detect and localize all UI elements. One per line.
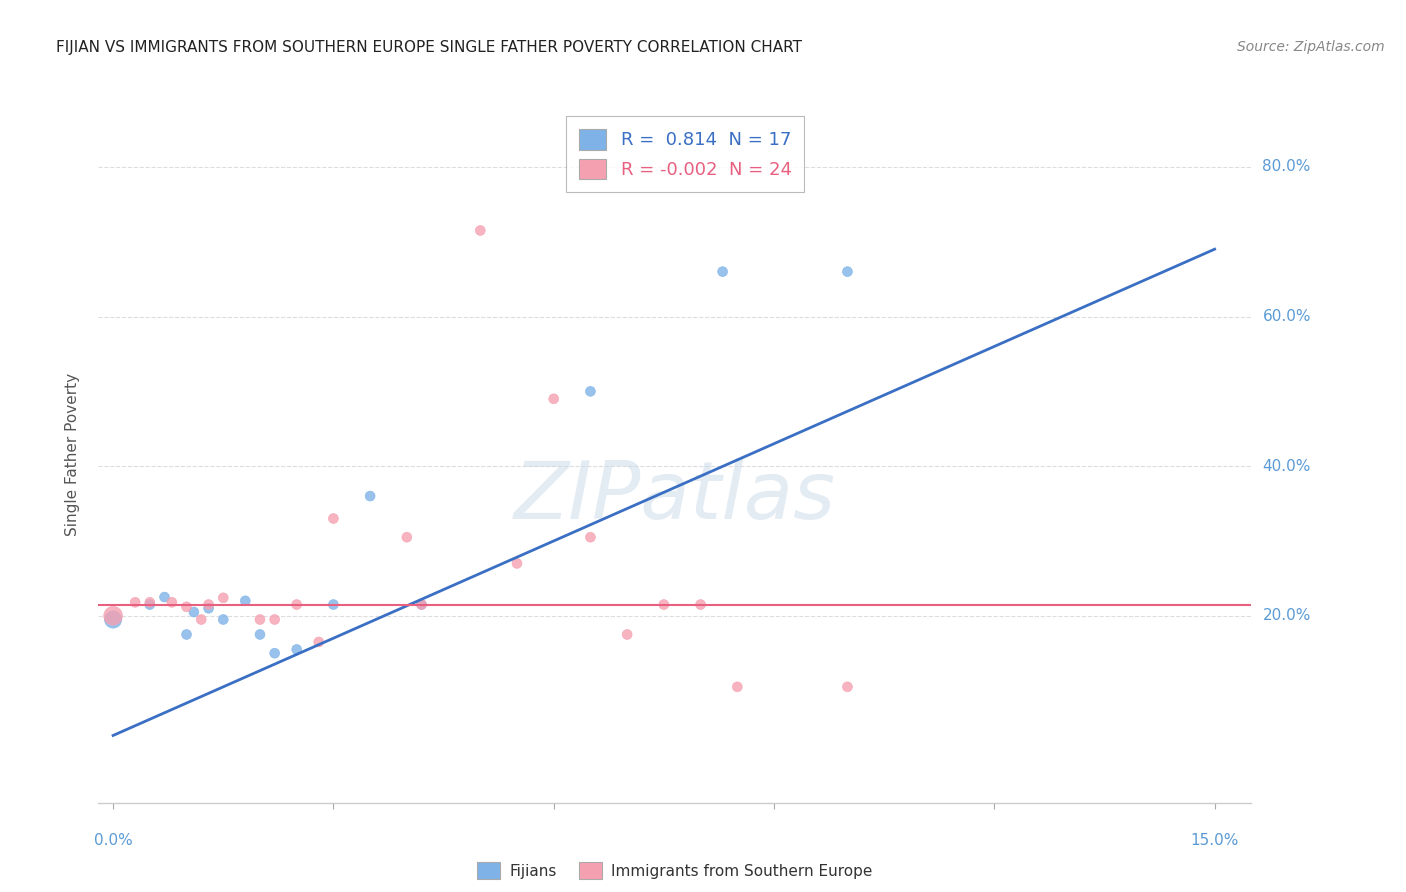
Point [579,384,602,399]
Point [176,599,198,614]
Point [139,595,162,609]
Point [322,511,344,525]
Point [285,598,308,612]
Point [725,680,748,694]
Text: ZIPatlas: ZIPatlas [513,458,837,536]
Point [652,598,675,612]
Point [233,594,256,608]
Point [197,598,219,612]
Point [197,601,219,615]
Point [837,265,859,279]
Point [308,635,330,649]
Point [837,680,859,694]
Point [160,595,183,609]
Point [139,598,162,612]
Point [543,392,565,406]
Point [411,598,433,612]
Text: 20.0%: 20.0% [1263,608,1310,624]
Point [285,642,308,657]
Point [212,591,235,605]
Point [395,530,418,544]
Point [263,613,285,627]
Point [249,613,271,627]
Point [506,557,529,571]
Point [359,489,381,503]
Text: Source: ZipAtlas.com: Source: ZipAtlas.com [1237,40,1385,54]
Point [411,598,433,612]
Point [711,265,734,279]
Point [470,223,492,237]
Point [124,595,146,609]
Point [153,590,176,604]
Point [322,598,344,612]
Point [101,613,124,627]
Y-axis label: Single Father Poverty: Single Father Poverty [65,374,80,536]
Point [263,646,285,660]
Point [689,598,711,612]
Text: FIJIAN VS IMMIGRANTS FROM SOUTHERN EUROPE SINGLE FATHER POVERTY CORRELATION CHAR: FIJIAN VS IMMIGRANTS FROM SOUTHERN EUROP… [56,40,803,55]
Text: 15.0%: 15.0% [1191,833,1239,848]
Point [190,613,212,627]
Point [616,627,638,641]
Legend: Fijians, Immigrants from Southern Europe: Fijians, Immigrants from Southern Europe [471,855,879,886]
Text: 80.0%: 80.0% [1263,160,1310,175]
Text: 0.0%: 0.0% [94,833,132,848]
Point [249,627,271,641]
Point [176,627,198,641]
Point [183,605,205,619]
Point [212,613,235,627]
Point [101,608,124,623]
Text: 40.0%: 40.0% [1263,458,1310,474]
Point [579,530,602,544]
Text: 60.0%: 60.0% [1263,309,1310,324]
